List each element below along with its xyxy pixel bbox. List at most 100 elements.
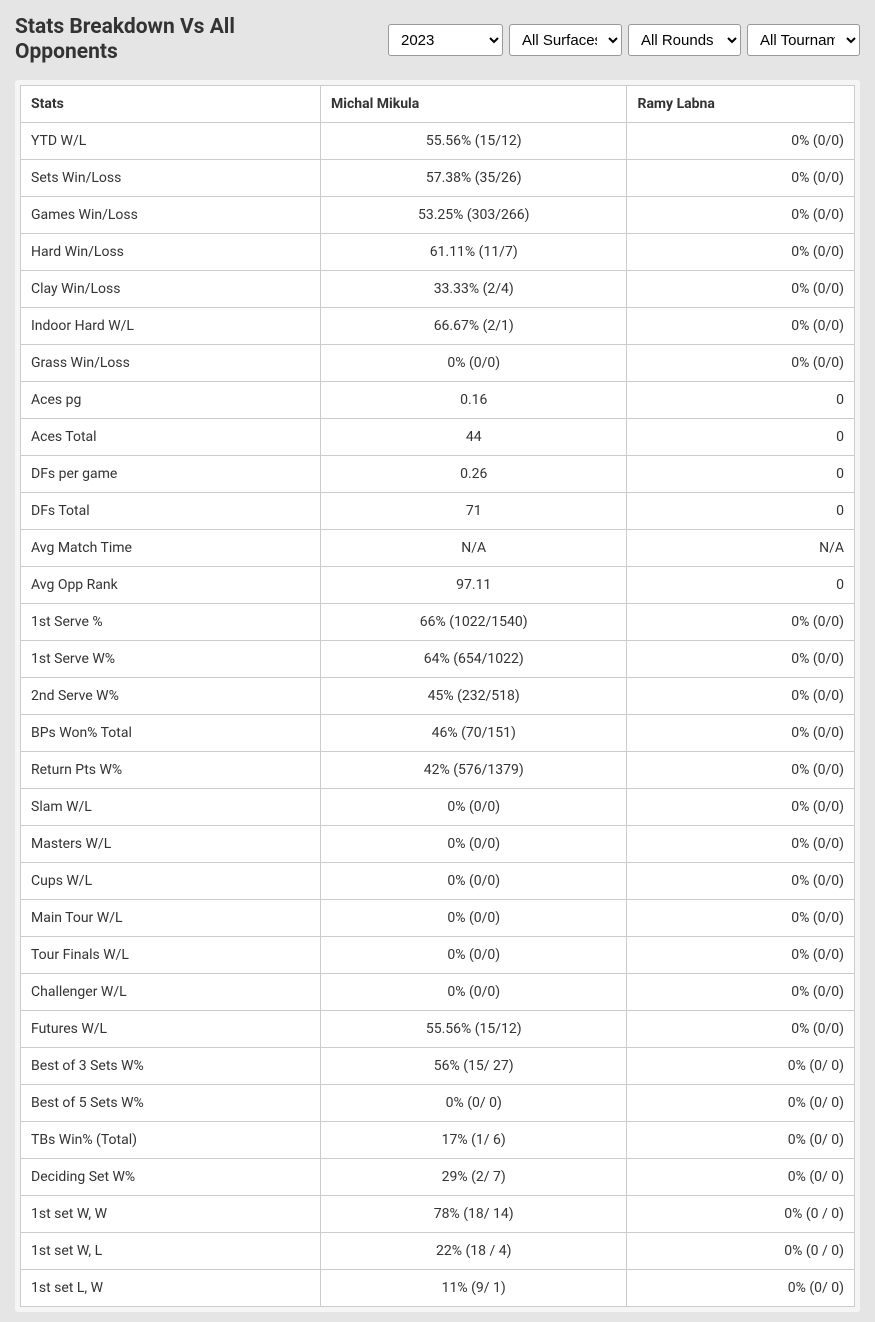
stat-value: 0.16: [321, 382, 627, 419]
table-row: Futures W/L55.56% (15/12)0% (0/0): [21, 1011, 855, 1048]
stat-value: 0: [627, 419, 855, 456]
table-row: TBs Win% (Total)17% (1/ 6)0% (0/ 0): [21, 1122, 855, 1159]
stat-value: 0% (0/0): [627, 826, 855, 863]
table-row: 2nd Serve W%45% (232/518)0% (0/0): [21, 678, 855, 715]
stat-value: 0% (0/ 0): [627, 1270, 855, 1307]
table-row: Avg Match TimeN/AN/A: [21, 530, 855, 567]
stat-value: 33.33% (2/4): [321, 271, 627, 308]
stat-value: 0% (0/0): [321, 345, 627, 382]
stat-value: 42% (576/1379): [321, 752, 627, 789]
stat-label: 2nd Serve W%: [21, 678, 321, 715]
table-row: 1st set L, W11% (9/ 1)0% (0/ 0): [21, 1270, 855, 1307]
stat-value: 0% (0 / 0): [627, 1196, 855, 1233]
stat-label: 1st set W, L: [21, 1233, 321, 1270]
stat-label: DFs Total: [21, 493, 321, 530]
stat-value: 0% (0/0): [627, 900, 855, 937]
stat-value: 0% (0/0): [627, 345, 855, 382]
stat-label: Aces pg: [21, 382, 321, 419]
stat-value: 22% (18 / 4): [321, 1233, 627, 1270]
stat-label: YTD W/L: [21, 123, 321, 160]
stats-table: Stats Michal Mikula Ramy Labna YTD W/L55…: [20, 85, 855, 1307]
stat-label: Avg Opp Rank: [21, 567, 321, 604]
table-row: Best of 3 Sets W%56% (15/ 27)0% (0/ 0): [21, 1048, 855, 1085]
stat-label: Aces Total: [21, 419, 321, 456]
stat-label: Tour Finals W/L: [21, 937, 321, 974]
stat-label: Best of 3 Sets W%: [21, 1048, 321, 1085]
table-row: 1st set W, L22% (18 / 4)0% (0 / 0): [21, 1233, 855, 1270]
surface-select[interactable]: All Surfaces: [509, 24, 622, 56]
stat-value: 44: [321, 419, 627, 456]
stat-value: 0% (0/0): [627, 604, 855, 641]
stat-value: 66.67% (2/1): [321, 308, 627, 345]
stat-label: Futures W/L: [21, 1011, 321, 1048]
table-row: Main Tour W/L0% (0/0)0% (0/0): [21, 900, 855, 937]
stat-label: Cups W/L: [21, 863, 321, 900]
stat-label: Sets Win/Loss: [21, 160, 321, 197]
table-row: 1st Serve %66% (1022/1540)0% (0/0): [21, 604, 855, 641]
stat-value: 17% (1/ 6): [321, 1122, 627, 1159]
stat-value: 0% (0/0): [627, 715, 855, 752]
stat-label: 1st set W, W: [21, 1196, 321, 1233]
table-row: Challenger W/L0% (0/0)0% (0/0): [21, 974, 855, 1011]
stat-value: 45% (232/518): [321, 678, 627, 715]
stat-value: 0% (0/0): [627, 974, 855, 1011]
page-title: Stats Breakdown Vs All Opponents: [15, 15, 295, 65]
stat-value: 46% (70/151): [321, 715, 627, 752]
header: Stats Breakdown Vs All Opponents 2023 Al…: [0, 0, 875, 80]
stat-value: 0% (0/ 0): [627, 1122, 855, 1159]
table-row: 1st Serve W%64% (654/1022)0% (0/0): [21, 641, 855, 678]
stat-label: Slam W/L: [21, 789, 321, 826]
tournament-select[interactable]: All Tournaments: [747, 24, 860, 56]
stat-label: TBs Win% (Total): [21, 1122, 321, 1159]
stat-label: BPs Won% Total: [21, 715, 321, 752]
stat-value: 0% (0/ 0): [321, 1085, 627, 1122]
stat-value: 0% (0/0): [321, 974, 627, 1011]
stat-value: 11% (9/ 1): [321, 1270, 627, 1307]
stat-value: 0% (0/0): [321, 900, 627, 937]
table-row: Grass Win/Loss0% (0/0)0% (0/0): [21, 345, 855, 382]
stat-value: 61.11% (11/7): [321, 234, 627, 271]
stat-label: Main Tour W/L: [21, 900, 321, 937]
stat-value: 0% (0/0): [321, 826, 627, 863]
stat-value: 0: [627, 456, 855, 493]
stat-value: 0% (0/0): [627, 123, 855, 160]
stat-label: Games Win/Loss: [21, 197, 321, 234]
stat-label: Deciding Set W%: [21, 1159, 321, 1196]
table-row: Indoor Hard W/L66.67% (2/1)0% (0/0): [21, 308, 855, 345]
stat-value: 56% (15/ 27): [321, 1048, 627, 1085]
table-header-row: Stats Michal Mikula Ramy Labna: [21, 86, 855, 123]
table-row: BPs Won% Total46% (70/151)0% (0/0): [21, 715, 855, 752]
stat-value: 0% (0/0): [321, 789, 627, 826]
table-row: Cups W/L0% (0/0)0% (0/0): [21, 863, 855, 900]
round-select[interactable]: All Rounds: [628, 24, 741, 56]
stat-value: 29% (2/ 7): [321, 1159, 627, 1196]
stat-value: 0% (0/0): [627, 789, 855, 826]
table-row: Games Win/Loss53.25% (303/266)0% (0/0): [21, 197, 855, 234]
table-row: Slam W/L0% (0/0)0% (0/0): [21, 789, 855, 826]
stat-value: 0% (0/0): [627, 641, 855, 678]
stat-value: 0% (0/ 0): [627, 1085, 855, 1122]
table-row: Return Pts W%42% (576/1379)0% (0/0): [21, 752, 855, 789]
stat-value: 0% (0/0): [627, 1011, 855, 1048]
stat-value: 0% (0/0): [627, 678, 855, 715]
stat-label: Return Pts W%: [21, 752, 321, 789]
stat-value: 0% (0/0): [627, 160, 855, 197]
stat-value: 0% (0/0): [627, 197, 855, 234]
column-header-player2: Ramy Labna: [627, 86, 855, 123]
stat-label: DFs per game: [21, 456, 321, 493]
column-header-player1: Michal Mikula: [321, 86, 627, 123]
year-select[interactable]: 2023: [388, 24, 503, 56]
stat-value: 0: [627, 493, 855, 530]
stat-value: 0% (0/0): [627, 863, 855, 900]
stat-value: 97.11: [321, 567, 627, 604]
stat-value: 78% (18/ 14): [321, 1196, 627, 1233]
stat-label: Avg Match Time: [21, 530, 321, 567]
table-row: Best of 5 Sets W%0% (0/ 0)0% (0/ 0): [21, 1085, 855, 1122]
stat-value: 0% (0/0): [321, 863, 627, 900]
table-row: Aces pg0.160: [21, 382, 855, 419]
stat-value: 0% (0/0): [321, 937, 627, 974]
filter-bar: 2023 All Surfaces All Rounds All Tournam…: [388, 24, 860, 56]
stat-label: 1st Serve %: [21, 604, 321, 641]
stat-value: 55.56% (15/12): [321, 123, 627, 160]
stat-label: Grass Win/Loss: [21, 345, 321, 382]
